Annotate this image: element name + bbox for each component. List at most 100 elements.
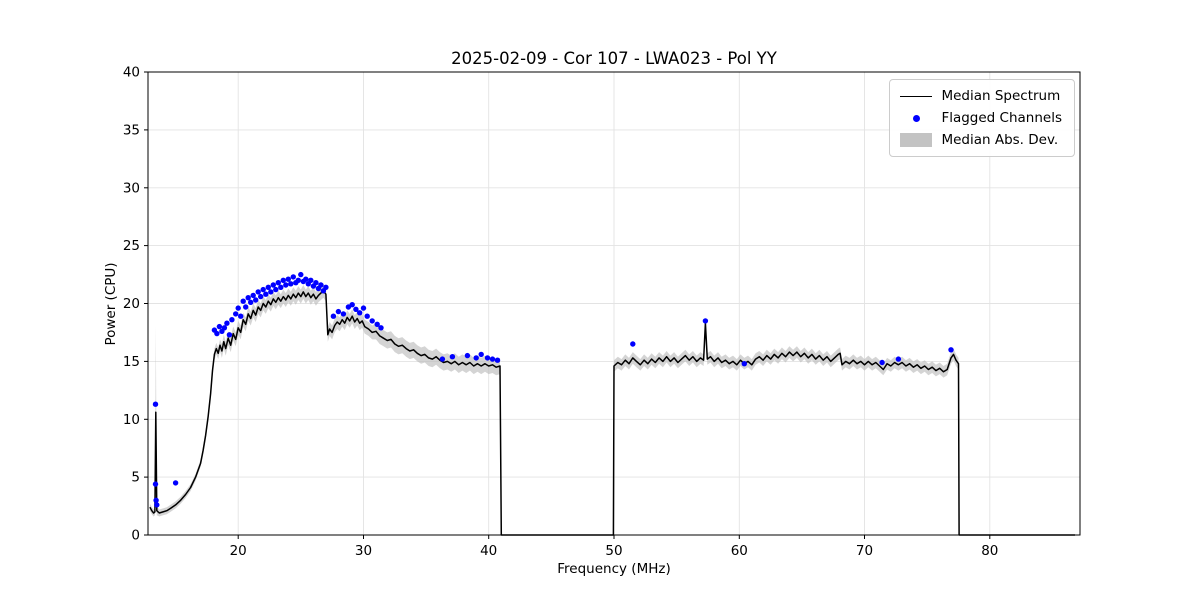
flagged-channel-dot (285, 276, 291, 282)
flagged-channel-dot (353, 306, 359, 312)
legend-label-flagged-channels: Flagged Channels (941, 110, 1062, 126)
flagged-channel-dot (741, 361, 747, 367)
flagged-channel-dot (263, 291, 269, 297)
flagged-channel-dot (260, 286, 266, 293)
x-tick-label: 50 (605, 543, 622, 559)
x-tick-label: 60 (731, 543, 748, 559)
flagged-channel-dot (265, 284, 271, 290)
flagged-channel-dot (268, 289, 274, 295)
flagged-channel-dot (308, 277, 314, 283)
flagged-channel-dot (369, 318, 375, 324)
flagged-channel-dot (226, 332, 233, 338)
flagged-channel-dot (330, 313, 337, 319)
flagged-dot-swatch-icon (900, 114, 932, 122)
flagged-channel-dot (283, 282, 289, 288)
flagged-channel-dot (290, 274, 296, 280)
flagged-channel-dot (489, 356, 496, 362)
flagged-channel-dot (464, 352, 471, 359)
flagged-channel-dot (298, 271, 304, 278)
median-line-swatch-icon (900, 95, 933, 97)
flagged-channel-dot (349, 302, 355, 308)
flagged-channel-dot (439, 356, 446, 362)
flagged-channel-dot (364, 313, 370, 319)
y-tick-label: 20 (123, 296, 140, 312)
flagged-channel-dot (374, 321, 380, 327)
flagged-channel-dot (630, 341, 636, 347)
flagged-channel-dot (243, 304, 249, 310)
flagged-channel-dot (240, 298, 246, 304)
flagged-channel-dot (313, 280, 319, 286)
y-tick-label: 0 (131, 528, 140, 544)
flagged-channel-dot (154, 502, 160, 508)
flagged-channel-dot (288, 281, 294, 287)
y-tick-label: 10 (123, 412, 140, 428)
flagged-channel-dot (273, 286, 279, 293)
y-tick-label: 25 (123, 238, 140, 254)
legend-item-flagged-channels: Flagged Channels (900, 110, 1062, 126)
x-tick-label: 70 (856, 543, 873, 559)
flagged-channel-dot (360, 305, 367, 311)
flagged-channel-dot (473, 355, 479, 361)
mad-band (149, 283, 1075, 535)
flagged-channel-dot (318, 282, 324, 288)
flagged-channel-dot (340, 311, 347, 317)
legend-item-median-spectrum: Median Spectrum (900, 88, 1062, 104)
y-tick-label: 40 (123, 65, 140, 81)
flagged-channel-dot (238, 313, 244, 319)
flagged-channel-dot (449, 354, 456, 360)
flagged-channel-dot (214, 330, 220, 337)
flagged-channel-dot (233, 311, 239, 317)
flagged-channel-dot (152, 401, 159, 407)
flagged-channel-dot (879, 359, 885, 366)
flagged-channel-dot (152, 481, 159, 487)
legend-label-mad: Median Abs. Dev. (941, 132, 1059, 148)
flagged-channel-dot (378, 325, 384, 331)
flagged-channel-dot (295, 277, 301, 283)
flagged-channel-dot (280, 277, 286, 283)
flagged-channel-dot (895, 356, 902, 362)
flagged-channel-dot (216, 323, 223, 330)
mad-band-swatch-icon (900, 133, 933, 147)
y-tick-label: 35 (123, 122, 140, 138)
flagged-channel-dot (270, 282, 276, 288)
flagged-channel-dot (245, 295, 251, 301)
flagged-channel-dot (478, 351, 484, 358)
chart-title: 2025-02-09 - Cor 107 - LWA023 - Pol YY (451, 49, 777, 68)
flagged-channel-dot (303, 276, 309, 282)
flagged-channel-dot (357, 310, 363, 316)
flagged-channel-dot (323, 284, 329, 290)
flagged-channel-dot (484, 355, 491, 361)
legend-label-median-spectrum: Median Spectrum (941, 88, 1061, 104)
flagged-channel-dot (494, 357, 501, 363)
flagged-channel-dot (948, 347, 954, 353)
x-axis-label: Frequency (MHz) (557, 561, 671, 577)
flagged-channel-dot (248, 299, 254, 305)
x-tick-label: 30 (355, 543, 372, 559)
flagged-channel-dot (278, 284, 284, 290)
flagged-channel-dot (253, 297, 259, 303)
flagged-channel-dot (224, 320, 230, 326)
flagged-channel-dot (235, 305, 241, 311)
legend: Median Spectrum Flagged Channels Median … (889, 79, 1075, 157)
flagged-channel-dot (258, 293, 264, 300)
x-tick-label: 40 (480, 543, 497, 559)
legend-item-mad: Median Abs. Dev. (900, 132, 1062, 148)
flagged-channel-dot (221, 325, 228, 331)
flagged-channel-dot (275, 280, 281, 286)
flagged-channel-dot (335, 308, 342, 315)
flagged-channel-dot (250, 292, 256, 299)
flagged-channel-dot (153, 497, 159, 503)
y-axis-label: Power (CPU) (103, 262, 119, 346)
median-spectrum-line (149, 290, 1075, 536)
flagged-channel-dot (702, 318, 709, 324)
y-tick-label: 15 (123, 354, 140, 370)
y-tick-label: 5 (131, 470, 140, 486)
flagged-channel-dot (255, 289, 261, 295)
flagged-channel-dot (172, 480, 179, 486)
y-tick-label: 30 (123, 180, 140, 196)
x-tick-label: 80 (981, 543, 998, 559)
x-tick-label: 20 (230, 543, 247, 559)
flagged-channel-dot (229, 317, 235, 323)
